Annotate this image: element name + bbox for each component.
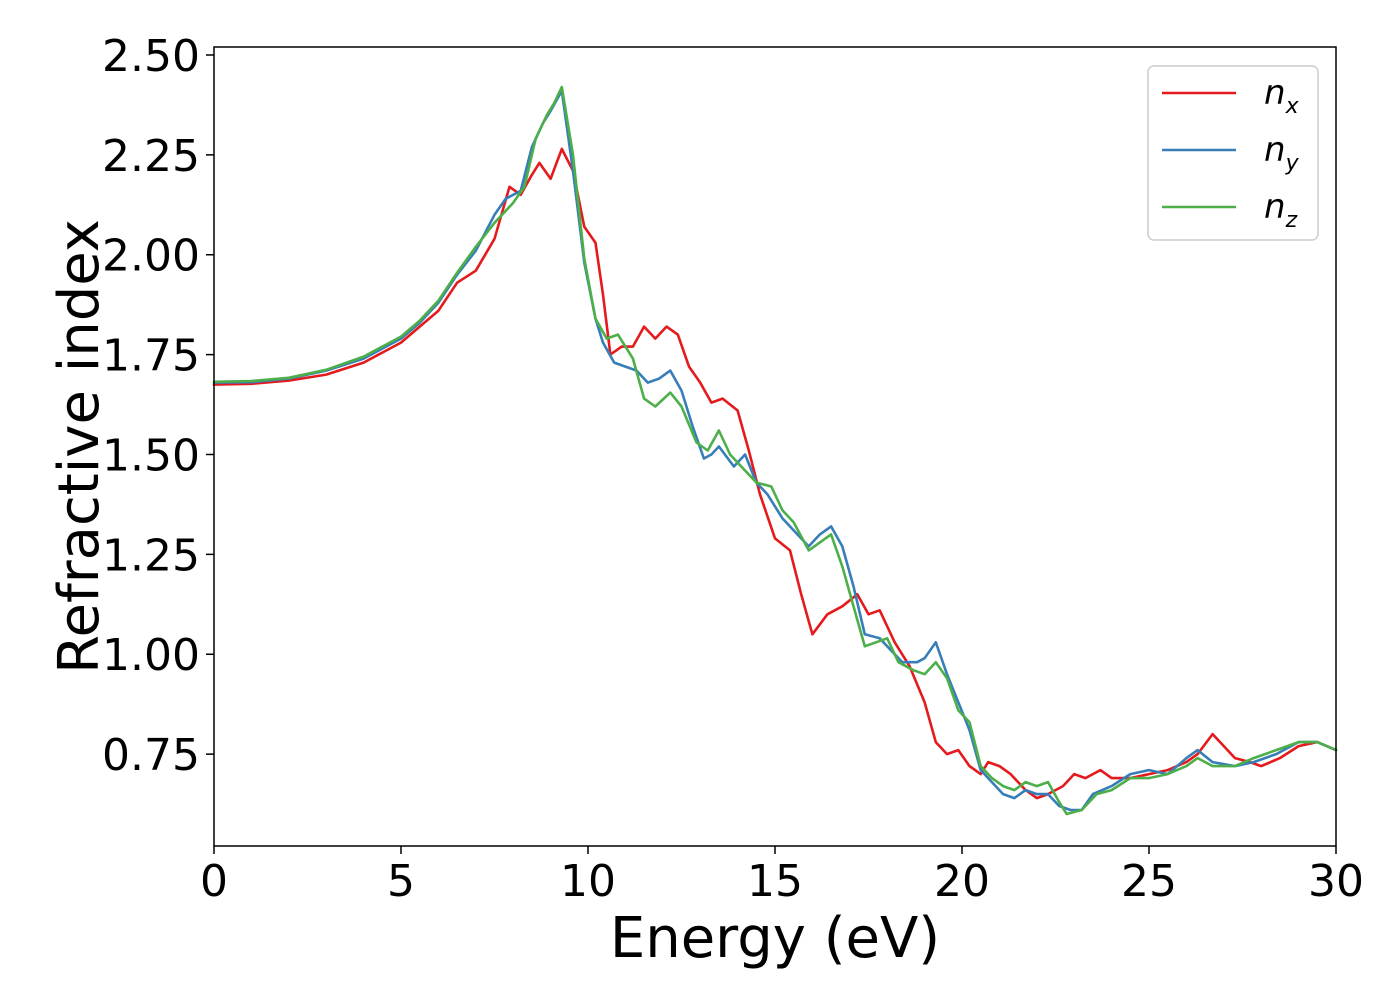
y-axis-ticks: 0.75 1.00 1.25 1.50 1.75 2.00 2.25 2.50 bbox=[102, 31, 214, 781]
y-axis-label: Refractive index bbox=[47, 219, 112, 674]
legend-label-subscript: y bbox=[1285, 151, 1300, 176]
series-line-ny bbox=[212, 89, 1338, 812]
y-tick-label: 1.75 bbox=[102, 331, 200, 382]
y-tick-label: 2.50 bbox=[102, 31, 200, 82]
x-tick-label: 5 bbox=[387, 856, 415, 907]
x-tick-label: 30 bbox=[1308, 856, 1364, 907]
legend-label-subscript: z bbox=[1285, 208, 1298, 233]
legend-label-base: n bbox=[1264, 73, 1286, 113]
x-tick-label: 0 bbox=[200, 856, 228, 907]
y-tick-label: 1.50 bbox=[102, 430, 200, 481]
legend-label-base: n bbox=[1264, 187, 1286, 227]
legend-label-nz: nz bbox=[1264, 187, 1298, 233]
y-tick-label: 0.75 bbox=[102, 730, 200, 781]
y-tick-label: 1.00 bbox=[102, 630, 200, 681]
legend-box bbox=[1147, 65, 1319, 241]
x-tick-label: 25 bbox=[1121, 856, 1177, 907]
series-line-nz bbox=[212, 85, 1338, 816]
legend-label-subscript: x bbox=[1285, 94, 1300, 119]
legend-label-ny: ny bbox=[1264, 130, 1300, 176]
legend-label-base: n bbox=[1264, 130, 1286, 170]
y-tick-label: 2.00 bbox=[102, 231, 200, 282]
x-axis-label: Energy (eV) bbox=[610, 906, 940, 971]
x-tick-label: 15 bbox=[747, 856, 803, 907]
y-tick-label: 1.25 bbox=[102, 530, 200, 581]
x-tick-label: 10 bbox=[560, 856, 616, 907]
legend-label-nx: nx bbox=[1264, 73, 1300, 119]
x-tick-label: 20 bbox=[934, 856, 990, 907]
y-tick-label: 2.25 bbox=[102, 131, 200, 182]
series-layer bbox=[212, 85, 1338, 816]
series-line-nx bbox=[212, 147, 1338, 800]
x-axis-ticks: 0 5 10 15 20 25 30 bbox=[200, 846, 1364, 907]
